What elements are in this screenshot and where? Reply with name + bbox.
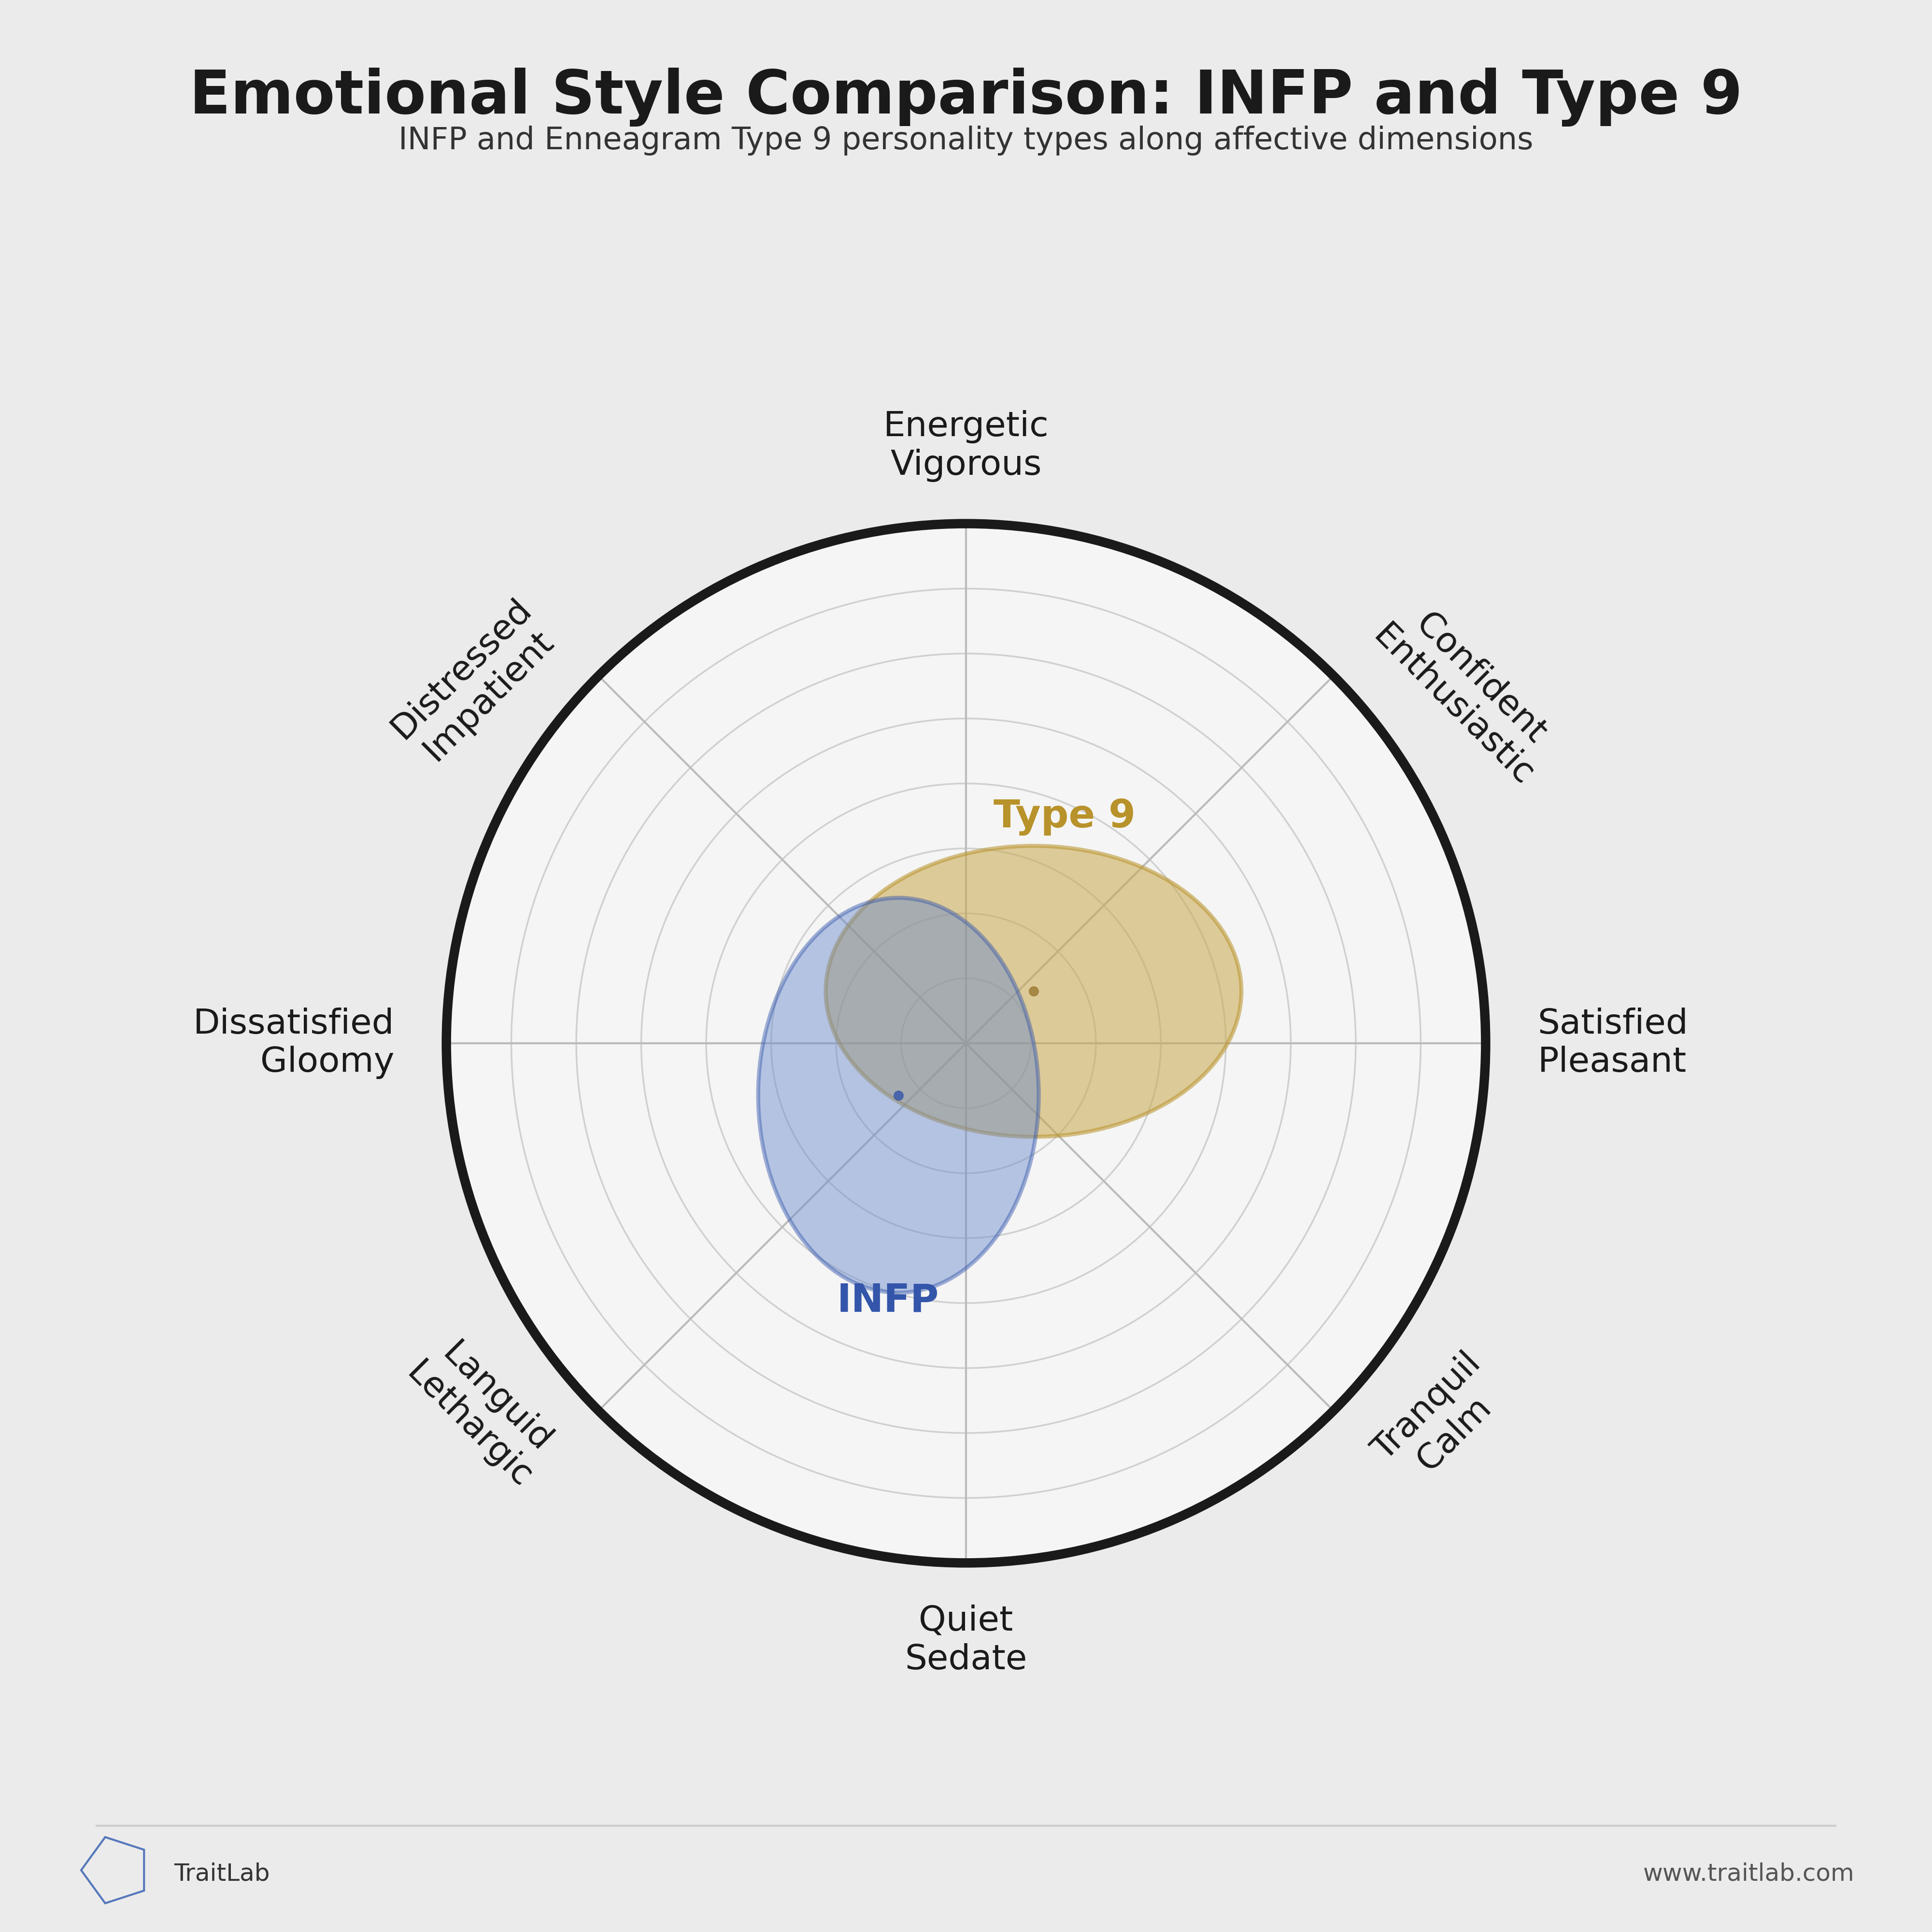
Text: TraitLab: TraitLab [174, 1862, 270, 1886]
Text: Distressed
Impatient: Distressed Impatient [384, 591, 566, 773]
Text: Type 9: Type 9 [993, 798, 1136, 835]
Text: Confident
Enthusiastic: Confident Enthusiastic [1366, 591, 1567, 792]
Text: Energetic
Vigorous: Energetic Vigorous [883, 410, 1049, 483]
Text: Dissatisfied
Gloomy: Dissatisfied Gloomy [193, 1007, 394, 1080]
Ellipse shape [757, 898, 1039, 1293]
Text: INFP: INFP [837, 1283, 939, 1320]
Ellipse shape [825, 846, 1242, 1136]
Text: Languid
Lethargic: Languid Lethargic [400, 1329, 566, 1495]
Text: INFP and Enneagram Type 9 personality types along affective dimensions: INFP and Enneagram Type 9 personality ty… [398, 126, 1534, 156]
Text: Quiet
Sedate: Quiet Sedate [904, 1604, 1028, 1677]
Text: www.traitlab.com: www.traitlab.com [1644, 1862, 1855, 1886]
Text: Satisfied
Pleasant: Satisfied Pleasant [1538, 1007, 1689, 1080]
Text: Emotional Style Comparison: INFP and Type 9: Emotional Style Comparison: INFP and Typ… [189, 68, 1743, 128]
Text: Tranquil
Calm: Tranquil Calm [1366, 1347, 1515, 1495]
Circle shape [446, 524, 1486, 1563]
